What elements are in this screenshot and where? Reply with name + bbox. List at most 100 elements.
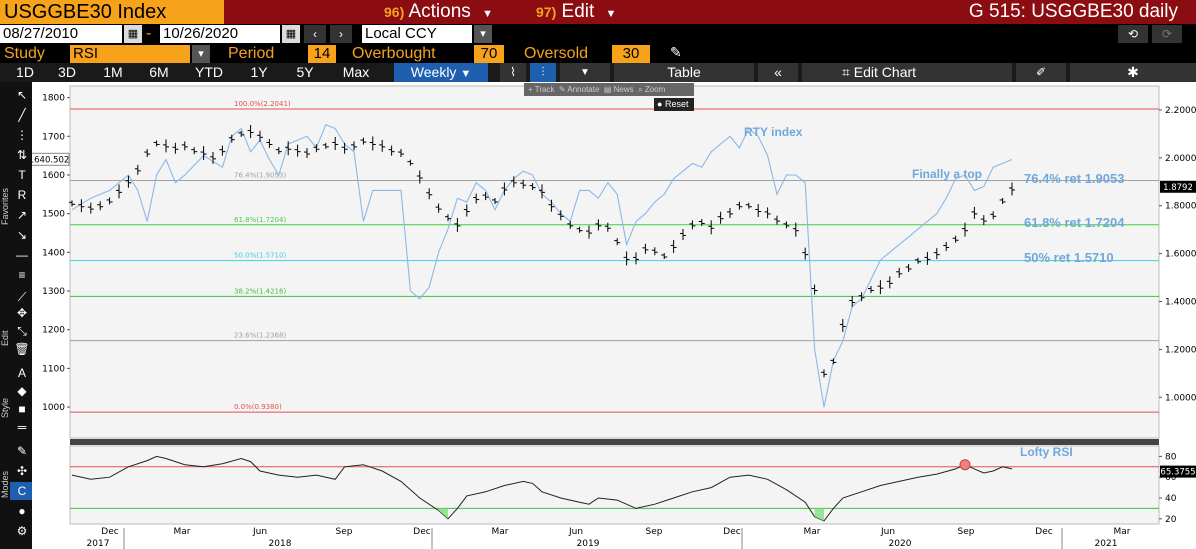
period-button-1m[interactable]: 1M	[103, 64, 123, 80]
end-date-field[interactable]: 10/26/2020	[160, 25, 280, 43]
rsi-series-line	[71, 455, 1013, 522]
period-button-5y[interactable]: 5Y	[296, 64, 314, 80]
right-tick-label: 1.4000	[1165, 298, 1196, 308]
hline-icon[interactable]: —	[16, 248, 28, 262]
pencil-icon[interactable]: ✎	[16, 444, 28, 458]
trend-icon[interactable]: ↗	[16, 208, 28, 222]
annotation-5: Lofty RSI	[1020, 445, 1073, 459]
rsi-panel	[69, 445, 1160, 525]
left-tick-label: 1400	[42, 248, 65, 258]
period-button-1y[interactable]: 1Y	[250, 64, 268, 80]
actions-menu[interactable]: 96) Actions ▼	[372, 0, 520, 24]
rty-series-line	[71, 123, 1013, 408]
period-button-ytd[interactable]: YTD	[195, 64, 223, 80]
pen-icon[interactable]: ✎	[670, 44, 682, 60]
reset-button[interactable]: ● Reset	[654, 98, 694, 111]
draw-icon[interactable]: ✐	[1016, 63, 1066, 82]
left-tick-label: 1300	[42, 287, 65, 297]
line-chart-icon[interactable]: ⌇	[500, 63, 526, 82]
text-icon[interactable]: T	[18, 168, 26, 182]
chevron-down-icon[interactable]: ▾	[192, 45, 210, 63]
left-tick-label: 1700	[42, 132, 65, 142]
chevron-down-icon[interactable]: ▼	[560, 63, 610, 82]
ticker-field[interactable]: USGGBE30 Index	[0, 0, 224, 24]
trash-icon[interactable]: 🗑	[14, 342, 30, 356]
right-tick-label: 2.2000	[1165, 106, 1196, 116]
fib-label: 38.2%(1.4216)	[234, 287, 286, 295]
channel-icon[interactable]: ≡	[18, 268, 26, 282]
study-select[interactable]: RSI	[70, 45, 190, 63]
crosshair-mode-icon[interactable]: C	[10, 482, 34, 500]
color-icon[interactable]: ●	[18, 504, 26, 518]
font-icon[interactable]: A	[17, 366, 26, 380]
crosshair-icon[interactable]: ✣	[16, 464, 28, 478]
undo-icon[interactable]: ⟲	[1118, 25, 1148, 43]
period-button-1d[interactable]: 1D	[16, 64, 34, 80]
prev-arrow-icon[interactable]: ‹	[304, 25, 326, 43]
cursor-icon[interactable]: ↖	[16, 88, 28, 102]
period-button-6m[interactable]: 6M	[149, 64, 169, 80]
calendar-icon[interactable]: ▦	[124, 25, 142, 43]
actions-num: 96)	[384, 4, 405, 20]
fib-icon[interactable]: ⋮	[16, 128, 28, 142]
brush-icon[interactable]: ⟋	[17, 290, 27, 304]
date-separator: -	[146, 25, 152, 42]
gear-icon[interactable]: ✱	[1070, 63, 1196, 82]
x-month-label: Sep	[336, 527, 353, 537]
rsi-tick-label: 20	[1165, 515, 1177, 525]
period-button-3d[interactable]: 3D	[58, 64, 76, 80]
chevron-down-icon: ▼	[482, 8, 493, 20]
left-value-marker	[32, 152, 70, 166]
x-month-label: Jun	[252, 527, 267, 537]
track-button[interactable]: + Track	[528, 85, 555, 94]
edit-chart-button[interactable]: ⌗ Edit Chart	[802, 63, 1012, 82]
news-button[interactable]: ▤ News	[603, 85, 634, 94]
edit-label: Edit	[0, 330, 10, 346]
annotate-button[interactable]: ✎ Annotate	[558, 85, 600, 94]
fib-label: 76.4%(1.9053)	[234, 172, 286, 180]
fill-icon[interactable]: ◆	[17, 384, 27, 398]
start-date-field[interactable]: 08/27/2010	[0, 25, 122, 43]
annotation-4: 50% ret 1.5710	[1024, 250, 1114, 265]
fib-label: 0.0%(0.9380)	[234, 403, 282, 411]
rsi-oversold-fill	[814, 508, 824, 521]
line-style-icon[interactable]: ═	[17, 420, 27, 434]
actions-label: Actions	[408, 1, 471, 22]
r-tool-icon[interactable]: R	[17, 188, 27, 202]
frequency-select[interactable]: Weekly ▼	[394, 63, 488, 82]
next-arrow-icon[interactable]: ›	[330, 25, 352, 43]
redo-icon[interactable]: ⟳	[1152, 25, 1182, 43]
right-value-marker-text: 1.8792	[1163, 183, 1193, 193]
rsi-oversold-fill	[438, 508, 448, 519]
x-month-label: Mar	[1114, 527, 1131, 537]
box-icon[interactable]: ■	[18, 402, 26, 416]
rsi-tick-label: 40	[1165, 494, 1177, 504]
overbought-field[interactable]: 70	[474, 45, 504, 63]
table-button[interactable]: Table	[614, 63, 754, 82]
period-button-max[interactable]: Max	[342, 64, 370, 80]
zoom-button[interactable]: ⌕ Zoom	[638, 85, 666, 94]
reset-icon: ●	[657, 99, 663, 109]
line-tool-icon[interactable]: ╱	[18, 108, 26, 122]
x-year-label: 2019	[577, 539, 600, 549]
settings-icon[interactable]: ⚙	[16, 524, 28, 538]
calendar-icon[interactable]: ▦	[282, 25, 300, 43]
left-tick-label: 1500	[42, 210, 65, 220]
x-month-label: Mar	[492, 527, 509, 537]
move-icon[interactable]: ✥	[16, 306, 28, 320]
oversold-field[interactable]: 30	[612, 45, 650, 63]
bar-chart-icon[interactable]: ⫶	[530, 63, 556, 82]
chevron-down-icon[interactable]: ▾	[474, 25, 492, 43]
arrow-icon[interactable]: ↘	[16, 228, 28, 242]
collapse-icon[interactable]: «	[758, 63, 798, 82]
fib-level-icon[interactable]: ⇅	[16, 148, 28, 162]
left-tick-label: 1100	[42, 364, 65, 374]
modes-label: Modes	[0, 470, 10, 498]
period-field[interactable]: 14	[308, 45, 336, 63]
scale-icon[interactable]: ⤡	[17, 324, 27, 338]
frequency-label: Weekly	[410, 64, 457, 80]
rsi-value-marker	[1160, 465, 1196, 478]
currency-select[interactable]: Local CCY	[362, 25, 472, 43]
fib-label: 50.0%(1.5710)	[234, 252, 286, 260]
edit-menu[interactable]: 97) Edit ▼	[524, 0, 666, 24]
